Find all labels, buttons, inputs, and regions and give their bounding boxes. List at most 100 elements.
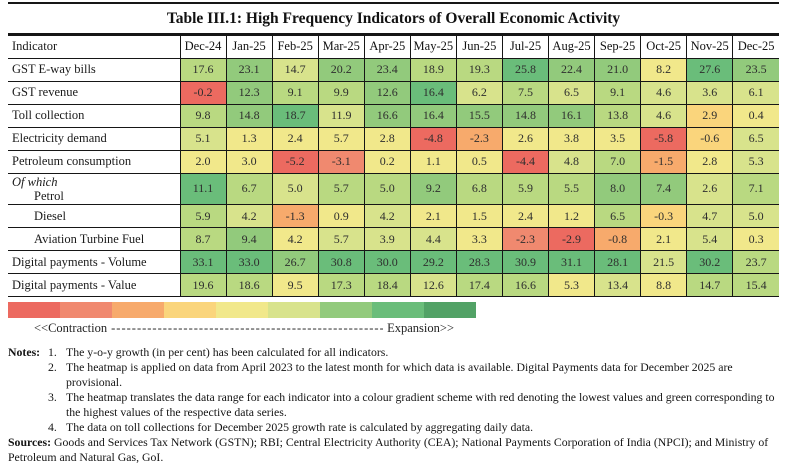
heatmap-cell: 18.6 — [225, 273, 273, 298]
legend-segment — [112, 302, 164, 319]
heatmap-cell: 3.5 — [594, 126, 642, 151]
month-column-header: Aug-25 — [547, 36, 596, 59]
heatmap-cell: 12.6 — [409, 273, 457, 298]
heatmap-cell: 2.6 — [686, 172, 734, 206]
month-column-header: Dec-25 — [732, 36, 779, 59]
heatmap-cell: 5.7 — [317, 172, 365, 206]
heatmap-cell: 16.4 — [409, 103, 457, 128]
heatmap-cell: -2.3 — [455, 126, 503, 151]
heatmap-cell: 8.2 — [640, 57, 688, 82]
heatmap-cell: 9.5 — [271, 273, 319, 298]
heatmap-table: Indicator Dec-24 Jan-25 Feb-25 Mar-25 Apr-25 M… — [8, 36, 779, 298]
heatmap-cell: -0.8 — [594, 227, 642, 252]
heatmap-cell: -0.6 — [686, 126, 734, 151]
row-label: Toll collection — [8, 103, 181, 128]
heatmap-cell: 6.5 — [547, 80, 596, 105]
heatmap-cell: 30.9 — [501, 250, 550, 275]
notes-items: 1. The y-o-y growth (in per cent) has be… — [48, 345, 779, 434]
legend-dashes: ----------------------------------------… — [111, 321, 383, 336]
heatmap-cell: 3.9 — [363, 227, 411, 252]
legend-caption: <<Contraction --------------------------… — [34, 321, 454, 336]
row-label: GST E-way bills — [8, 57, 181, 82]
row-label: Electricity demand — [8, 126, 181, 151]
heatmap-cell: 30.2 — [686, 250, 734, 275]
heatmap-cell: 33.0 — [225, 250, 273, 275]
heatmap-cell: 19.3 — [455, 57, 503, 82]
heatmap-cell: 5.3 — [732, 149, 779, 174]
heatmap-cell: -5.8 — [640, 126, 688, 151]
heatmap-cell: 5.7 — [317, 227, 365, 252]
heatmap-cell: 6.2 — [455, 80, 503, 105]
heatmap-cell: 2.1 — [409, 204, 457, 229]
note-text: The heatmap is applied on data from Apri… — [66, 360, 733, 389]
heatmap-cell: 17.3 — [317, 273, 365, 298]
heatmap-cell: 8.8 — [640, 273, 688, 298]
heatmap-cell: 6.5 — [594, 204, 642, 229]
heatmap-cell: -0.3 — [640, 204, 688, 229]
note-item: 4. The data on toll collections for Dece… — [48, 420, 779, 435]
heatmap-cell: 5.0 — [271, 172, 319, 206]
heatmap-cell: 27.6 — [686, 57, 734, 82]
heatmap-cell: 9.2 — [409, 172, 457, 206]
top-rule — [8, 2, 779, 4]
month-column-header: Jul-25 — [501, 36, 550, 59]
heatmap-cell: 8.0 — [594, 172, 642, 206]
heatmap-cell: 14.7 — [686, 273, 734, 298]
heatmap-cell: 3.3 — [455, 227, 503, 252]
row-label: Of which Petrol — [8, 172, 181, 206]
heatmap-cell: 13.8 — [594, 103, 642, 128]
note-number: 4. — [48, 419, 57, 434]
header-row: Indicator Dec-24 Jan-25 Feb-25 Mar-25 Apr-25 M… — [8, 36, 779, 59]
heatmap-cell: -4.4 — [501, 149, 550, 174]
heatmap-cell: -5.2 — [271, 149, 319, 174]
heatmap-cell: 31.1 — [547, 250, 596, 275]
heatmap-cell: 3.8 — [547, 126, 596, 151]
row-label: Petroleum consumption — [8, 149, 181, 174]
notes-heading: Notes: — [8, 345, 41, 360]
row-label: GST revenue — [8, 80, 181, 105]
heatmap-cell: 9.9 — [317, 80, 365, 105]
heatmap-cell: 4.2 — [225, 204, 273, 229]
color-legend: <<Contraction --------------------------… — [8, 302, 779, 336]
month-column-header: Apr-25 — [363, 36, 411, 59]
legend-gradient-bar — [8, 302, 476, 319]
month-column-header: Jun-25 — [455, 36, 503, 59]
heatmap-cell: 8.7 — [179, 227, 227, 252]
note-number: 3. — [48, 389, 57, 404]
heatmap-cell: 21.5 — [640, 250, 688, 275]
note-text: The heatmap translates the data range fo… — [66, 389, 775, 419]
heatmap-cell: 5.0 — [363, 172, 411, 206]
heatmap-cell: 28.3 — [455, 250, 503, 275]
page-title: Table III.1: High Frequency Indicators o… — [166, 10, 621, 27]
heatmap-cell: 16.4 — [409, 80, 457, 105]
heatmap-cell: 1.3 — [225, 126, 273, 151]
heatmap-cell: 23.7 — [732, 250, 779, 275]
month-column-header: May-25 — [409, 36, 457, 59]
legend-expansion-label: Expansion>> — [387, 321, 454, 336]
heatmap-cell: -3.1 — [317, 149, 365, 174]
heatmap-cell: 2.4 — [501, 204, 550, 229]
heatmap-cell: 30.8 — [317, 250, 365, 275]
heatmap-cell: 5.3 — [547, 273, 596, 298]
heatmap-cell: 5.7 — [317, 126, 365, 151]
heatmap-cell: 16.6 — [501, 273, 550, 298]
heatmap-cell: 17.4 — [455, 273, 503, 298]
table-row: GST revenue -0.2 12.3 9.1 9.9 12.6 16.4 6.2 7.5 6… — [8, 80, 779, 105]
heatmap-cell: 26.7 — [271, 250, 319, 275]
heatmap-cell: 5.4 — [686, 227, 734, 252]
heatmap-cell: -2.9 — [547, 227, 596, 252]
note-item: 1. The y-o-y growth (in per cent) has be… — [48, 345, 779, 360]
heatmap-cell: 29.2 — [409, 250, 457, 275]
note-number: 1. — [48, 345, 57, 360]
group-label: Of which — [12, 174, 58, 189]
heatmap-cell: 2.4 — [271, 126, 319, 151]
month-column-header: Feb-25 — [271, 36, 319, 59]
heatmap-cell: 4.6 — [640, 80, 688, 105]
heatmap-cell: 7.1 — [732, 172, 779, 206]
heatmap-cell: 23.5 — [732, 57, 779, 82]
heatmap-cell: 25.8 — [501, 57, 550, 82]
heatmap-cell: 7.4 — [640, 172, 688, 206]
legend-segment — [268, 302, 320, 319]
legend-segment — [216, 302, 268, 319]
